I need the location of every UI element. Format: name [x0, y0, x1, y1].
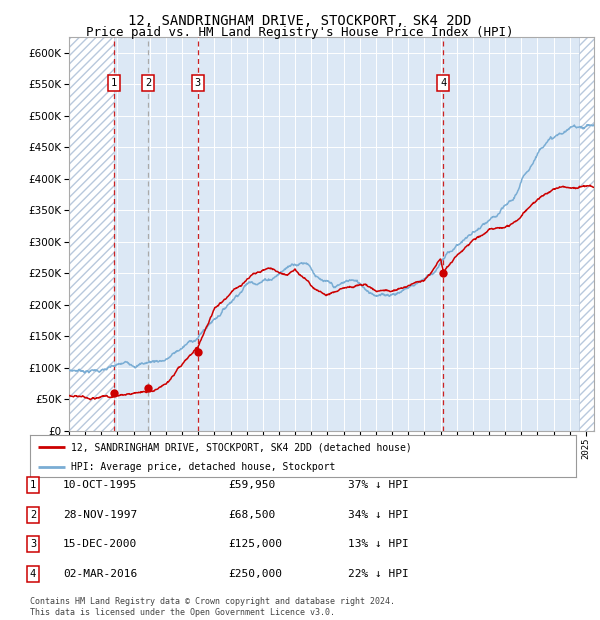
Text: 4: 4 — [30, 569, 36, 579]
Bar — [69, 37, 114, 431]
Text: 1: 1 — [111, 78, 117, 88]
Text: 34% ↓ HPI: 34% ↓ HPI — [348, 510, 409, 520]
Text: 1: 1 — [30, 480, 36, 490]
Text: 15-DEC-2000: 15-DEC-2000 — [63, 539, 137, 549]
Text: 28-NOV-1997: 28-NOV-1997 — [63, 510, 137, 520]
Text: Contains HM Land Registry data © Crown copyright and database right 2024.
This d: Contains HM Land Registry data © Crown c… — [30, 598, 395, 617]
Text: 3: 3 — [30, 539, 36, 549]
Text: £59,950: £59,950 — [228, 480, 275, 490]
Bar — [579, 37, 594, 431]
Text: Price paid vs. HM Land Registry's House Price Index (HPI): Price paid vs. HM Land Registry's House … — [86, 26, 514, 39]
Text: 2: 2 — [30, 510, 36, 520]
Text: 12, SANDRINGHAM DRIVE, STOCKPORT, SK4 2DD (detached house): 12, SANDRINGHAM DRIVE, STOCKPORT, SK4 2D… — [71, 442, 412, 452]
Text: HPI: Average price, detached house, Stockport: HPI: Average price, detached house, Stoc… — [71, 463, 335, 472]
Text: 13% ↓ HPI: 13% ↓ HPI — [348, 539, 409, 549]
Text: 12, SANDRINGHAM DRIVE, STOCKPORT, SK4 2DD: 12, SANDRINGHAM DRIVE, STOCKPORT, SK4 2D… — [128, 14, 472, 28]
Text: 22% ↓ HPI: 22% ↓ HPI — [348, 569, 409, 579]
Text: 37% ↓ HPI: 37% ↓ HPI — [348, 480, 409, 490]
Text: £250,000: £250,000 — [228, 569, 282, 579]
Text: 2: 2 — [145, 78, 151, 88]
Text: 02-MAR-2016: 02-MAR-2016 — [63, 569, 137, 579]
Text: 10-OCT-1995: 10-OCT-1995 — [63, 480, 137, 490]
Text: £68,500: £68,500 — [228, 510, 275, 520]
Text: £125,000: £125,000 — [228, 539, 282, 549]
Text: 4: 4 — [440, 78, 446, 88]
Text: 3: 3 — [194, 78, 201, 88]
